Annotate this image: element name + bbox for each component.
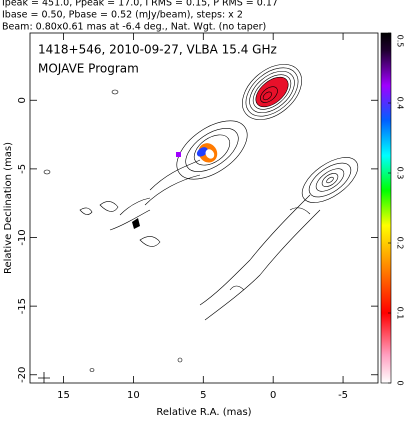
annotation: MOJAVE Program	[38, 62, 139, 76]
y-tick-label: -15	[17, 298, 28, 314]
y-tick-label: -20	[17, 367, 28, 383]
x-tick-label: 0	[270, 390, 276, 401]
x-tick-label: 15	[57, 390, 70, 401]
y-axis-label: Relative Declination (mas)	[3, 142, 14, 274]
header-line: Beam: 0.80x0.61 mas at -6.4 deg., Nat. W…	[2, 22, 266, 33]
colorbar-tick-label: 0.3	[396, 167, 405, 180]
y-tick-label: -10	[17, 229, 28, 245]
x-tick-label: 10	[127, 390, 140, 401]
colorbar-tick-label: 0.4	[396, 97, 405, 110]
x-tick-label: 5	[200, 390, 206, 401]
y-tick-label: -5	[17, 164, 28, 174]
annotation: 1418+546, 2010-09-27, VLBA 15.4 GHz	[38, 43, 277, 57]
x-axis-label: Relative R.A. (mas)	[156, 407, 251, 418]
header-line: Ibase = 0.50, Pbase = 0.52 (mJy/beam), s…	[2, 10, 243, 21]
colorbar-tick-label: 0.1	[396, 307, 405, 320]
colorbar-tick-label: 0	[396, 380, 405, 385]
plot-frame	[29, 32, 379, 384]
colorbar-tick-label: 0.2	[396, 237, 405, 250]
x-tick-label: -5	[338, 390, 348, 401]
contour-map	[38, 64, 359, 383]
y-tick-label: 0	[17, 97, 28, 103]
header-line: Ipeak = 451.0, Ppeak = 17.0, I RMS = 0.1…	[2, 0, 278, 9]
colorbar	[380, 32, 392, 384]
colorbar-tick-label: 0.5	[396, 35, 405, 48]
